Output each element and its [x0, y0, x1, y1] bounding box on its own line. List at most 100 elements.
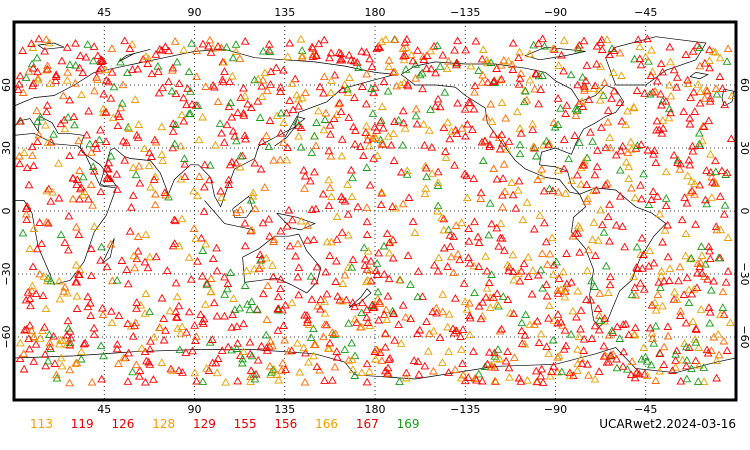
station-marker [656, 271, 666, 280]
station-marker [719, 336, 729, 345]
station-marker [268, 261, 277, 269]
station-marker [653, 290, 663, 299]
station-marker [189, 224, 199, 232]
station-marker [205, 160, 215, 169]
station-marker [463, 373, 473, 381]
station-marker [712, 356, 722, 365]
station-marker [303, 315, 313, 324]
left-latitude-label: 0 [0, 208, 13, 215]
station-marker [268, 272, 278, 281]
station-marker [639, 343, 649, 352]
station-marker [427, 142, 437, 151]
station-marker [312, 262, 322, 271]
station-marker [54, 276, 64, 285]
station-marker [258, 218, 268, 227]
station-marker [326, 88, 336, 97]
station-marker [38, 291, 48, 299]
station-marker [362, 121, 371, 130]
station-marker [399, 55, 409, 64]
station-marker [482, 283, 492, 292]
station-marker [414, 267, 423, 275]
station-marker [468, 125, 477, 134]
right-latitude-label: 30 [738, 141, 750, 155]
station-marker [337, 55, 347, 64]
station-marker [447, 126, 456, 135]
station-marker [629, 103, 639, 112]
station-marker [64, 211, 74, 220]
station-marker [108, 276, 117, 285]
station-marker [372, 270, 382, 278]
station-marker [98, 56, 108, 65]
station-marker [22, 324, 31, 333]
station-marker [449, 328, 459, 337]
station-marker [264, 142, 274, 150]
station-marker [333, 291, 343, 300]
station-marker [299, 343, 309, 352]
station-marker [22, 201, 32, 210]
station-marker [631, 323, 640, 332]
station-marker [536, 329, 546, 338]
station-marker [484, 278, 494, 286]
station-marker [611, 220, 621, 229]
station-marker [496, 233, 505, 242]
station-marker [102, 173, 112, 182]
station-marker [171, 278, 181, 287]
station-marker [300, 310, 309, 319]
station-marker [86, 244, 96, 253]
station-marker [321, 108, 331, 117]
coastline [37, 42, 65, 50]
station-marker [637, 354, 647, 363]
station-marker [170, 37, 180, 45]
station-marker [246, 377, 256, 385]
station-marker [107, 318, 117, 327]
station-marker [324, 175, 334, 184]
bottom-longitude-label: −90 [544, 403, 567, 416]
station-marker [697, 242, 706, 250]
station-marker [35, 218, 45, 226]
station-marker [669, 65, 679, 74]
station-marker [306, 176, 315, 185]
station-marker [266, 67, 276, 75]
station-marker [388, 235, 398, 244]
station-marker [362, 359, 372, 368]
station-marker [223, 279, 233, 288]
station-marker [531, 151, 541, 160]
station-marker [168, 127, 178, 135]
station-marker [257, 92, 267, 100]
top-longitude-label: 180 [365, 6, 386, 19]
station-marker [187, 99, 197, 108]
station-marker [204, 366, 214, 374]
station-marker [418, 292, 427, 300]
station-marker [381, 35, 391, 43]
station-marker [325, 120, 335, 129]
station-marker [644, 56, 653, 65]
station-marker [384, 62, 394, 70]
station-marker [75, 51, 85, 60]
station-marker [127, 39, 137, 48]
station-marker [519, 97, 529, 106]
station-marker [701, 195, 710, 204]
station-marker [689, 87, 699, 96]
station-marker [235, 54, 245, 62]
station-marker [161, 42, 170, 51]
station-marker [705, 63, 714, 72]
station-marker [308, 52, 318, 60]
station-marker [574, 221, 583, 230]
station-marker [663, 322, 673, 330]
station-marker [629, 272, 638, 281]
station-marker [323, 343, 333, 352]
station-marker [180, 159, 190, 168]
station-marker [77, 182, 86, 191]
station-marker [705, 246, 714, 255]
station-marker [72, 358, 82, 367]
station-marker [494, 241, 504, 250]
station-marker [130, 263, 140, 272]
station-marker [202, 278, 212, 287]
station-marker [56, 230, 66, 239]
station-marker [583, 359, 592, 368]
station-marker [78, 172, 88, 181]
station-marker [99, 351, 108, 360]
station-marker [145, 344, 155, 353]
station-marker [279, 118, 289, 126]
station-marker [645, 246, 655, 255]
